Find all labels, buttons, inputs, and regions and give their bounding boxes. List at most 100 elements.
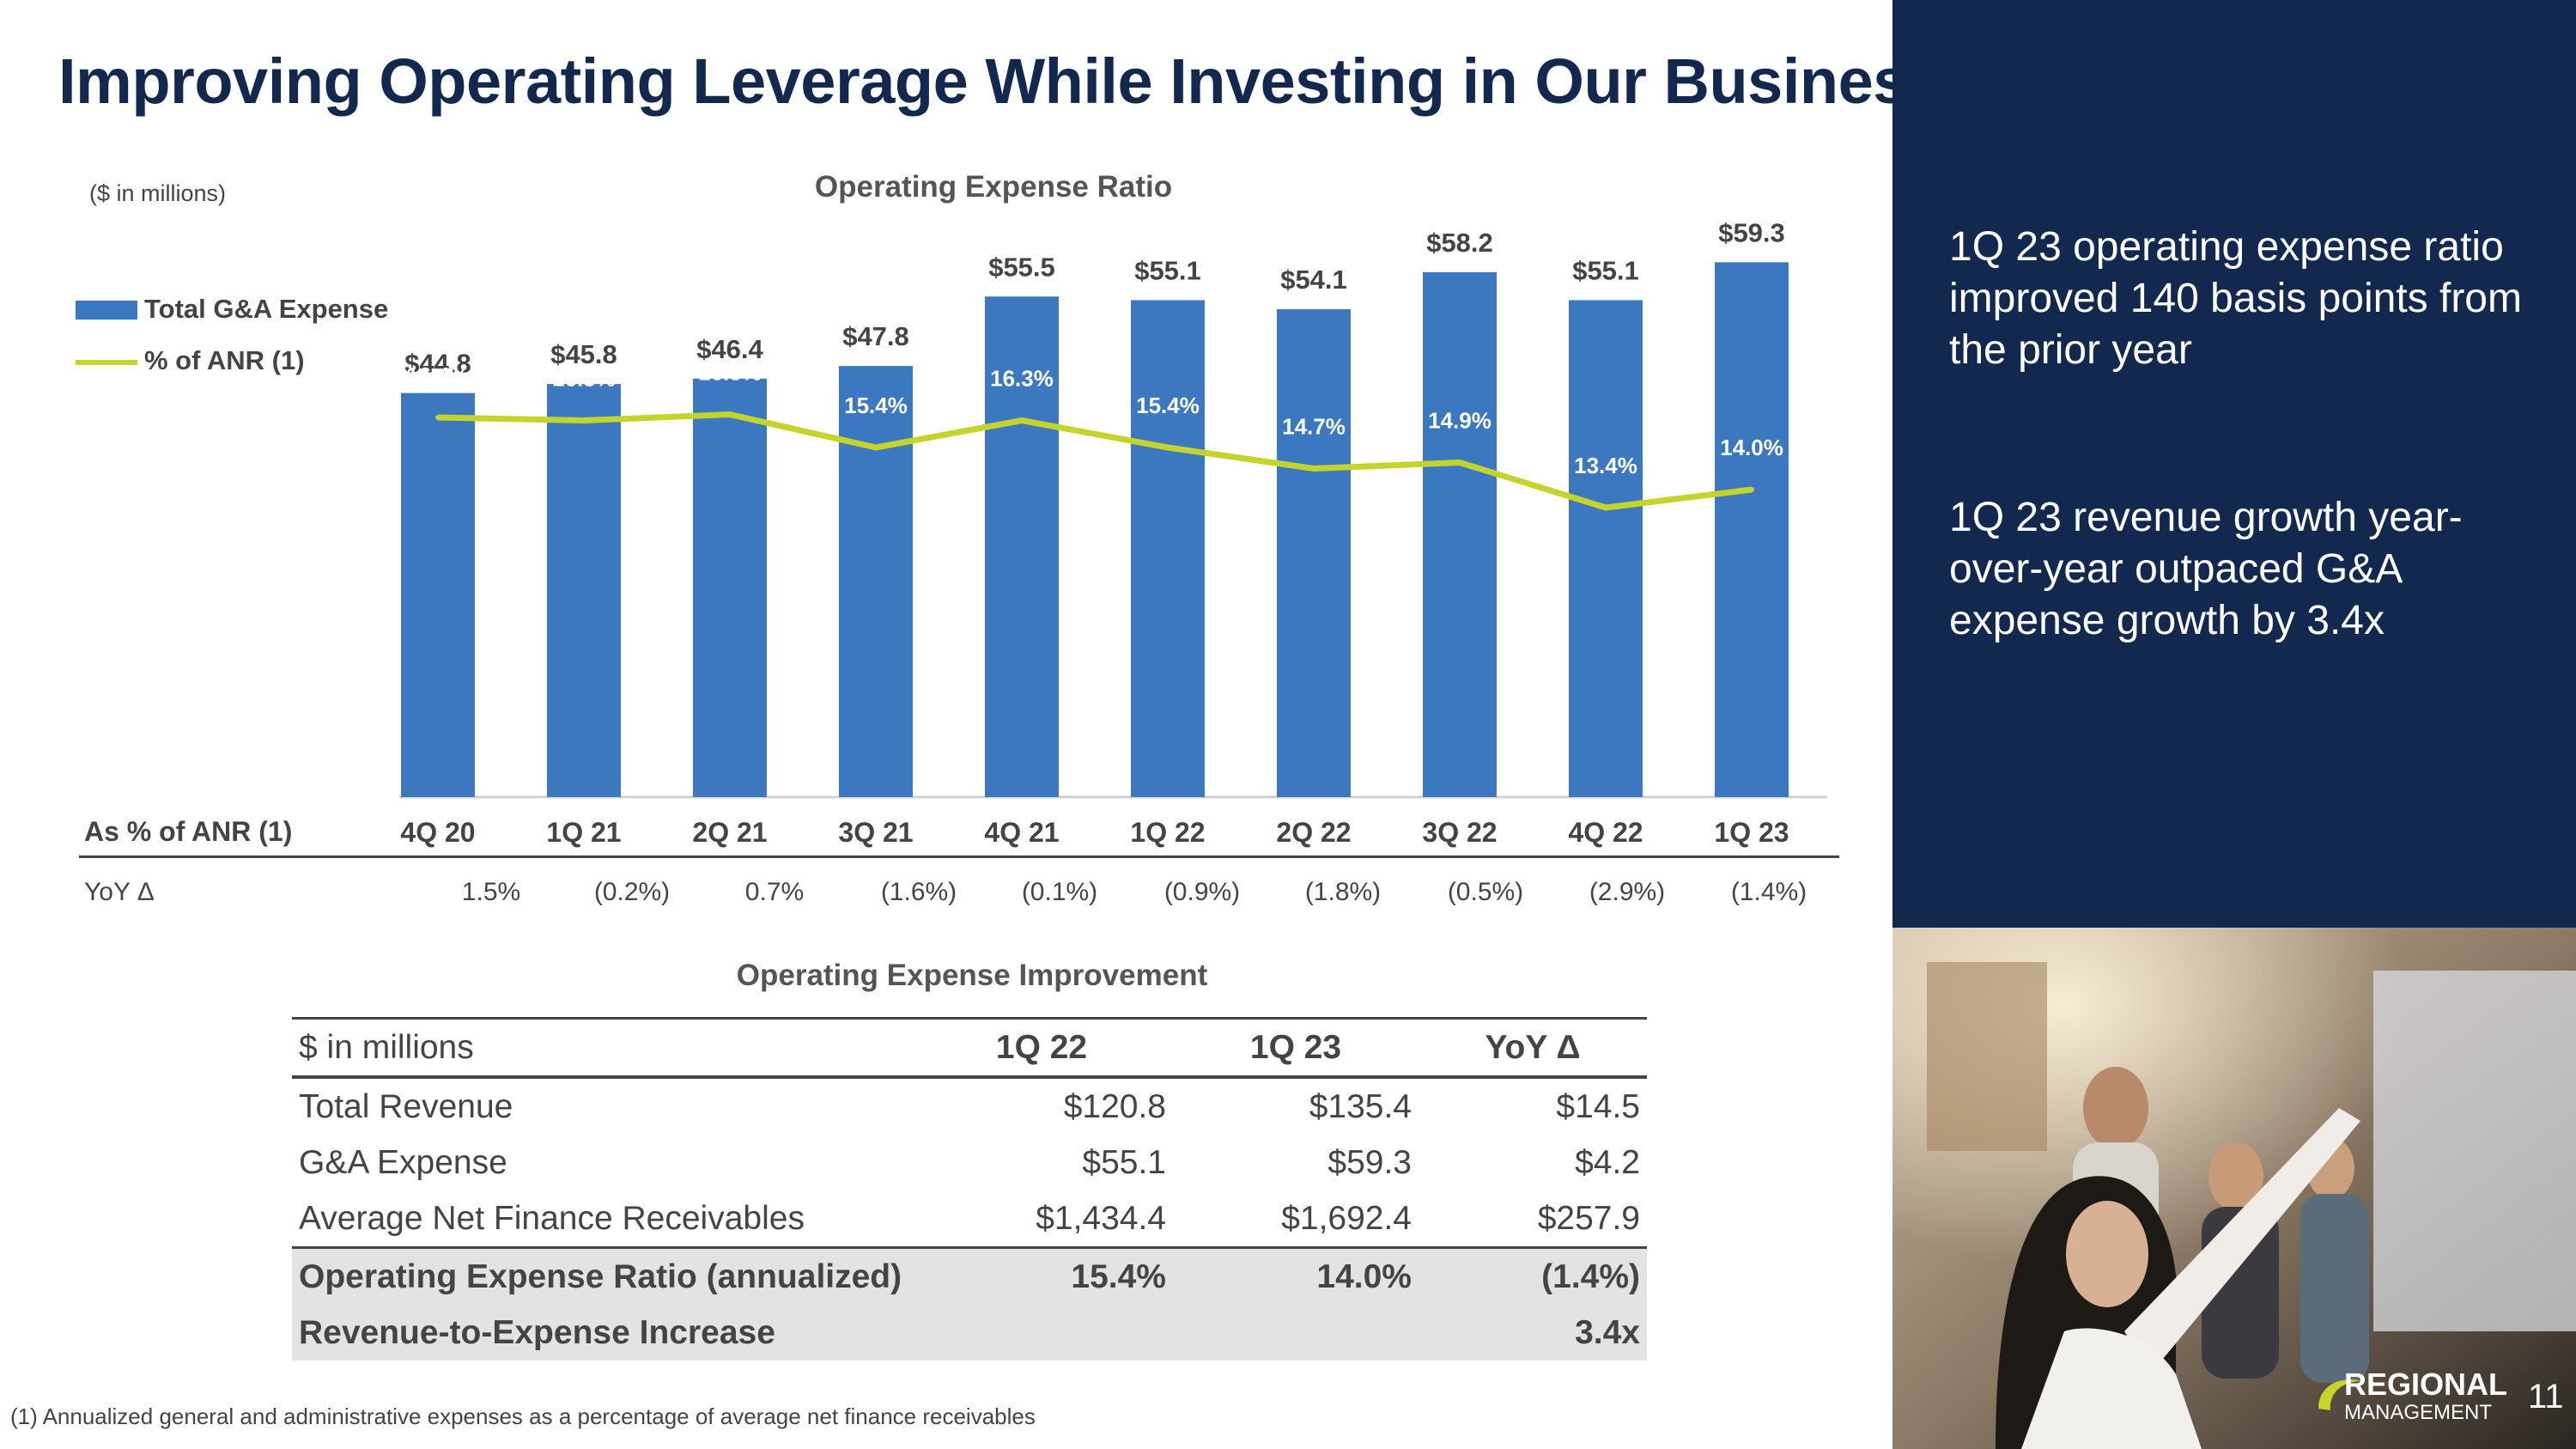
row-label: Average Net Finance Receivables bbox=[299, 1199, 805, 1237]
x-tick-label: 1Q 23 bbox=[1714, 817, 1789, 848]
line-point bbox=[1749, 487, 1754, 492]
yoy-value: (2.9%) bbox=[1589, 878, 1666, 906]
line-value-label: 16.5% bbox=[698, 360, 762, 386]
line-value-label: 14.7% bbox=[1282, 414, 1346, 440]
improvement-title: Operating Expense Improvement bbox=[736, 959, 1208, 992]
bar-1q-21 bbox=[547, 384, 621, 797]
sidebar-bullet-2: 1Q 23 revenue growth year-over-year outp… bbox=[1949, 495, 2463, 643]
x-tick-label: 2Q 21 bbox=[692, 817, 767, 848]
line-value-label: 15.4% bbox=[1136, 393, 1200, 418]
yoy-value: (0.5%) bbox=[1447, 878, 1524, 906]
units-note: ($ in millions) bbox=[89, 180, 227, 206]
x-tick-label: 1Q 21 bbox=[546, 817, 621, 848]
row-label: G&A Expense bbox=[299, 1143, 507, 1181]
table-cell: $135.4 bbox=[1309, 1087, 1412, 1125]
bar-2q-21 bbox=[693, 378, 767, 797]
row-label-yoy: YoY Δ bbox=[84, 878, 155, 906]
x-tick-label: 4Q 21 bbox=[984, 817, 1059, 848]
page-number: 11 bbox=[2528, 1378, 2564, 1416]
bar-1q-22 bbox=[1131, 300, 1205, 797]
bar-value-label: $46.4 bbox=[696, 334, 763, 364]
bar-value-label: $55.1 bbox=[1572, 255, 1639, 285]
line-point bbox=[1165, 445, 1170, 450]
line-point bbox=[1311, 466, 1316, 472]
bar-value-label: $54.1 bbox=[1280, 265, 1347, 295]
yoy-value: (0.1%) bbox=[1021, 878, 1098, 906]
line-value-label: 15.4% bbox=[844, 393, 908, 418]
legend-bar-label: Total G&A Expense bbox=[144, 294, 389, 324]
bar-3q-22 bbox=[1423, 271, 1497, 797]
regional-management-logo: REGIONAL MANAGEMENT bbox=[2318, 1367, 2507, 1424]
yoy-value: 0.7% bbox=[744, 878, 805, 906]
anr-ratio-line bbox=[437, 411, 1753, 511]
header-cell: $ in millions bbox=[292, 1017, 910, 1079]
legend-line-swatch bbox=[76, 360, 137, 365]
table-cell: 3.4x bbox=[1419, 1305, 1647, 1361]
table-row: Total Revenue $120.8 $135.4 $14.5 bbox=[292, 1077, 1647, 1135]
sidebar-bullet-1: 1Q 23 operating expense ratio improved 1… bbox=[1949, 224, 2522, 373]
line-value-label: 14.0% bbox=[1720, 435, 1783, 460]
line-value-label: 16.4% bbox=[406, 362, 470, 388]
row-label: Operating Expense Ratio (annualized) bbox=[292, 1246, 910, 1305]
table-cell: 14.0% bbox=[1173, 1246, 1419, 1305]
table-cell: $120.8 bbox=[1063, 1087, 1166, 1125]
row-label: Total Revenue bbox=[299, 1087, 513, 1125]
line-value-label: 16.3% bbox=[552, 366, 616, 392]
logo-subtitle: MANAGEMENT bbox=[2344, 1401, 2492, 1424]
table-cell: $4.2 bbox=[1575, 1143, 1640, 1181]
legend-line-label: % of ANR (1) bbox=[144, 345, 305, 375]
row-label-anr: As % of ANR (1) bbox=[84, 816, 293, 847]
x-tick-label: 3Q 22 bbox=[1422, 817, 1497, 848]
yoy-value: (1.4%) bbox=[1730, 878, 1807, 906]
header-cell: 1Q 23 bbox=[1173, 1017, 1419, 1079]
expense-chart: $44.8 4Q 20 $45.8 1Q 21 $46.4 2Q 21 $47.8 3Q 21… bbox=[399, 217, 1827, 848]
bar-value-label: $47.8 bbox=[842, 321, 909, 351]
line-value-label: 16.3% bbox=[990, 366, 1054, 392]
line-value-label: 13.4% bbox=[1574, 453, 1637, 478]
table-row-highlight: Operating Expense Ratio (annualized) 15.… bbox=[292, 1246, 1647, 1305]
divider bbox=[79, 855, 1839, 858]
improvement-table: $ in millions 1Q 22 1Q 23 YoY Δ Total Re… bbox=[292, 1017, 1647, 1361]
line-point bbox=[581, 417, 586, 423]
table-cell bbox=[1173, 1305, 1419, 1361]
page-title: Improving Operating Leverage While Inves… bbox=[58, 46, 1943, 117]
bar-1q-23 bbox=[1715, 262, 1789, 798]
x-tick-label: 2Q 22 bbox=[1276, 817, 1351, 848]
table-cell: $1,692.4 bbox=[1281, 1199, 1412, 1237]
bar-value-label: $58.2 bbox=[1426, 228, 1493, 258]
header-cell: YoY Δ bbox=[1419, 1017, 1647, 1079]
x-tick-label: 4Q 22 bbox=[1568, 817, 1643, 848]
table-cell bbox=[910, 1305, 1173, 1361]
table-header-row: $ in millions 1Q 22 1Q 23 YoY Δ bbox=[292, 1017, 1647, 1079]
legend-bar-swatch bbox=[76, 301, 137, 320]
bar-2q-22 bbox=[1277, 308, 1351, 797]
x-tick-label: 3Q 21 bbox=[838, 817, 913, 848]
x-tick-label: 4Q 20 bbox=[400, 817, 475, 848]
bar-4q-20 bbox=[401, 393, 475, 797]
bar-value-label: $55.5 bbox=[988, 252, 1055, 282]
bar-value-label: $59.3 bbox=[1718, 217, 1785, 247]
table-cell: (1.4%) bbox=[1419, 1246, 1647, 1305]
bar-3q-21 bbox=[839, 366, 913, 797]
line-point bbox=[1457, 460, 1462, 466]
footnote: (1) Annualized general and administrativ… bbox=[10, 1403, 1036, 1429]
line-point bbox=[727, 411, 732, 417]
line-point bbox=[435, 415, 440, 420]
table-row: Average Net Finance Receivables $1,434.4… bbox=[292, 1190, 1647, 1248]
row-label: Revenue-to-Expense Increase bbox=[292, 1305, 910, 1361]
table-cell: $1,434.4 bbox=[1036, 1199, 1166, 1237]
line-point bbox=[873, 445, 878, 450]
table-cell: $14.5 bbox=[1556, 1087, 1640, 1125]
yoy-value: (1.8%) bbox=[1304, 878, 1382, 906]
bar-4q-21 bbox=[985, 296, 1059, 797]
x-tick-label: 1Q 22 bbox=[1130, 817, 1205, 848]
bar-value-label: $55.1 bbox=[1134, 255, 1201, 285]
table-cell: $257.9 bbox=[1537, 1199, 1640, 1237]
yoy-value: (1.6%) bbox=[880, 878, 957, 906]
line-value-label: 14.9% bbox=[1428, 408, 1492, 434]
header-cell: 1Q 22 bbox=[910, 1017, 1173, 1079]
table-row: G&A Expense $55.1 $59.3 $4.2 bbox=[292, 1135, 1647, 1190]
bar-value-label: $44.8 bbox=[404, 349, 471, 379]
chart-title: Operating Expense Ratio bbox=[814, 170, 1173, 204]
table-row-highlight: Revenue-to-Expense Increase 3.4x bbox=[292, 1305, 1647, 1361]
